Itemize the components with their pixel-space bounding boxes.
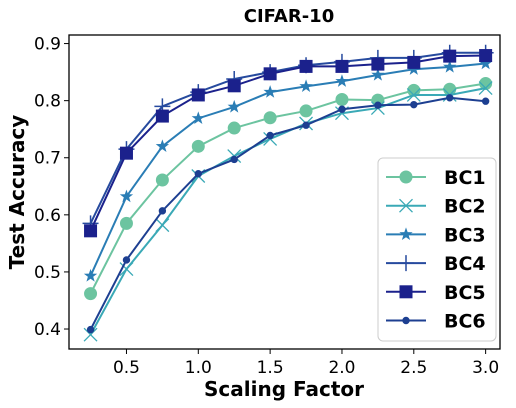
- data-point: [83, 268, 98, 282]
- data-point: [299, 104, 313, 118]
- data-point: [122, 256, 131, 264]
- legend-entry: BC5: [386, 282, 486, 304]
- data-point: [406, 87, 421, 102]
- legend-label: BC6: [444, 311, 486, 333]
- data-point: [299, 59, 313, 73]
- data-point: [263, 85, 277, 98]
- data-point: [119, 146, 133, 160]
- y-tick-label: 0.5: [34, 263, 61, 283]
- legend-entry: BC4: [386, 253, 486, 275]
- data-point: [86, 325, 95, 334]
- x-tick-label: 2.0: [328, 358, 355, 378]
- x-tick-label: 1.0: [185, 358, 212, 378]
- data-point: [263, 111, 277, 125]
- legend-label: BC4: [444, 253, 486, 275]
- plot-area-frame: [68, 34, 501, 350]
- data-point: [399, 198, 413, 213]
- x-tick-label: 2.5: [400, 358, 427, 378]
- y-tick-label: 0.8: [34, 92, 61, 112]
- data-point: [398, 255, 414, 272]
- chart-title: CIFAR-10: [244, 6, 334, 27]
- x-tick-label: 1.5: [257, 358, 284, 378]
- data-point: [443, 59, 457, 73]
- x-tick-label: 3.0: [472, 358, 499, 378]
- x-axis-label: Scaling Factor: [204, 377, 364, 401]
- data-point: [335, 74, 349, 87]
- legend-entry: BC1: [386, 167, 486, 189]
- data-point: [191, 88, 205, 102]
- data-point: [119, 262, 134, 277]
- series-line: [89, 96, 486, 331]
- legend-label: BC1: [444, 167, 486, 189]
- data-point: [83, 327, 98, 342]
- series-bc5: [84, 49, 493, 238]
- data-point: [155, 109, 169, 123]
- data-point: [443, 49, 457, 63]
- data-point: [399, 285, 413, 299]
- data-point: [399, 170, 413, 184]
- data-point: [158, 207, 167, 215]
- data-point: [371, 57, 385, 71]
- data-point: [194, 170, 203, 178]
- data-point: [335, 93, 349, 107]
- legend-label: BC5: [444, 282, 486, 304]
- data-point: [479, 77, 493, 91]
- data-point: [263, 67, 277, 81]
- data-point: [84, 224, 98, 238]
- data-point: [338, 105, 346, 113]
- legend-label: BC2: [444, 196, 486, 218]
- series-layer: [82, 44, 494, 342]
- data-point: [227, 121, 241, 135]
- data-point: [266, 131, 274, 140]
- data-point: [479, 49, 493, 63]
- y-tick-label: 0.9: [34, 35, 61, 55]
- legend-label: BC3: [444, 224, 486, 246]
- data-point: [230, 155, 238, 164]
- legend-entry: BC2: [386, 196, 486, 218]
- data-point: [478, 56, 493, 70]
- data-point: [302, 121, 310, 129]
- data-point: [481, 97, 490, 105]
- data-point: [191, 111, 205, 125]
- data-point: [407, 55, 421, 69]
- series-bc1: [84, 77, 493, 301]
- y-tick-label: 0.6: [34, 206, 61, 226]
- series-bc6: [86, 94, 490, 334]
- data-point: [119, 216, 133, 230]
- data-point: [371, 67, 385, 81]
- data-point: [446, 94, 454, 102]
- data-point: [410, 100, 418, 109]
- x-tick-label: 0.5: [113, 358, 140, 378]
- data-point: [299, 79, 313, 93]
- data-point: [227, 99, 241, 113]
- legend-entry: BC3: [386, 224, 486, 246]
- data-point: [335, 59, 349, 73]
- legend: BC1 BC2 BC3 BC4 BC5 BC6: [377, 157, 497, 342]
- data-point: [119, 189, 134, 203]
- data-point: [227, 79, 241, 93]
- data-point: [407, 83, 421, 97]
- data-point: [402, 316, 410, 325]
- y-axis-label: Test Accuracy: [5, 115, 29, 270]
- axis-ticks: 0.5 1.0 1.5 2.0 2.5 3.0 0.4 0.5 0.6 0.7 0.8 0.9: [34, 35, 499, 378]
- y-tick-label: 0.4: [34, 320, 61, 340]
- data-point: [374, 101, 382, 109]
- data-point: [155, 139, 170, 152]
- data-point: [155, 218, 170, 233]
- data-point: [155, 173, 169, 187]
- data-point: [84, 287, 98, 301]
- data-point: [399, 227, 413, 241]
- legend-entry: BC6: [386, 311, 486, 333]
- data-point: [191, 139, 205, 153]
- y-tick-label: 0.7: [34, 149, 61, 169]
- data-point: [478, 81, 493, 96]
